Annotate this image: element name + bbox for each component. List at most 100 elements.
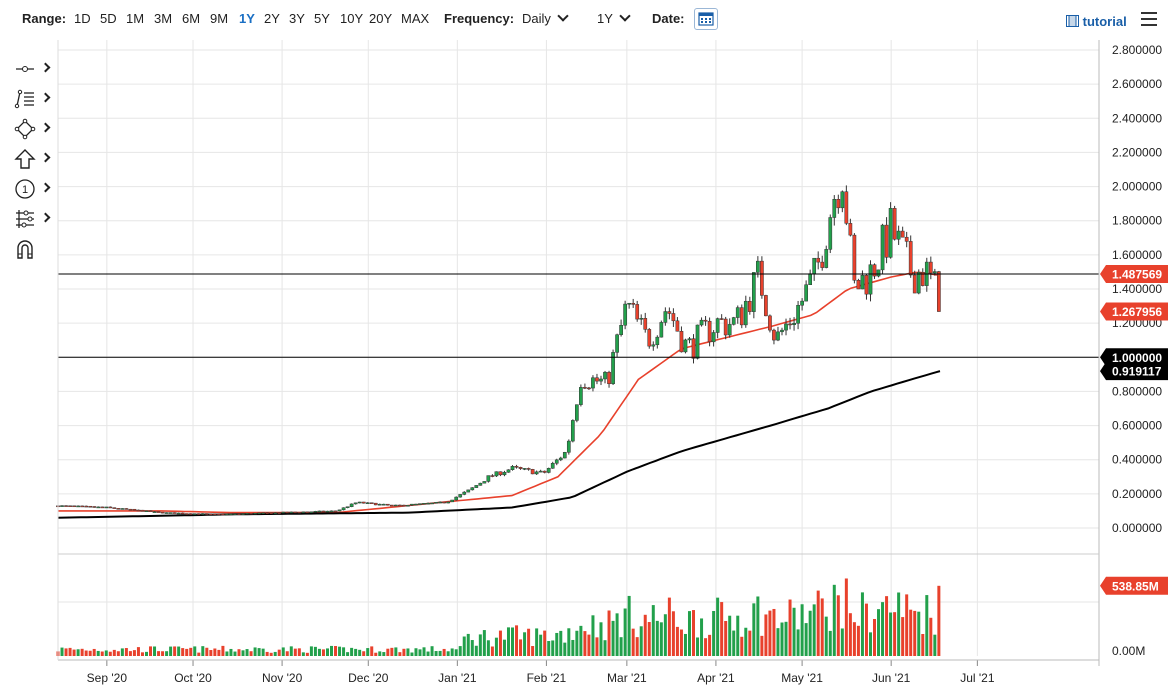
volume-bar-down [297, 648, 301, 656]
hline-value-label-box [1100, 265, 1168, 284]
candle-up [699, 319, 704, 326]
film-icon [1066, 15, 1079, 27]
candle-down [265, 512, 270, 514]
volume-bar-up [309, 646, 313, 656]
range-button-9m[interactable]: 9M [210, 11, 229, 26]
candle-down [285, 511, 290, 514]
candle-down [217, 513, 221, 516]
price-value-label: 0.919117 [1100, 362, 1168, 381]
volume-bar-down [265, 651, 269, 656]
candle-up [345, 506, 350, 508]
candle-down [747, 300, 752, 312]
candle-up [261, 512, 265, 514]
range-button-3m[interactable]: 3M [154, 11, 173, 26]
range-button-10y[interactable]: 10Y [340, 11, 364, 26]
candle-up [422, 503, 426, 505]
candle-down [269, 512, 274, 515]
volume-bar-down [64, 648, 68, 656]
range-button-6m[interactable]: 6M [182, 11, 201, 26]
volume-bar-down [724, 620, 728, 656]
volume-bar-down [764, 614, 768, 656]
volume-bar-down [631, 628, 635, 656]
hamburger-menu-icon[interactable] [1141, 12, 1157, 26]
candle-down [583, 387, 587, 389]
candle-down [912, 274, 917, 294]
candle-up [627, 302, 632, 305]
shape-tool-icon[interactable] [14, 118, 54, 140]
moving-average-200-line [57, 370, 941, 519]
volume-bar-up [563, 642, 567, 656]
period-select[interactable]: 1Y [597, 10, 631, 28]
range-button-20y[interactable]: 20Y [369, 11, 393, 26]
x-tick-label: Oct '20 [174, 671, 212, 685]
candle-up [60, 505, 64, 507]
candle-down [852, 234, 857, 281]
volume-bar-down [921, 633, 925, 656]
volume-bar-up [225, 651, 229, 656]
volume-bar-down [116, 651, 120, 656]
candle-up [566, 440, 571, 453]
candle-down [297, 511, 302, 514]
volume-bar-up [257, 648, 261, 656]
volume-bar-down [583, 631, 587, 656]
candle-down [498, 471, 503, 476]
volume-bar-up [659, 622, 663, 656]
candle-up [434, 502, 438, 504]
volume-bar-down [788, 599, 792, 656]
volume-bar-up [346, 652, 350, 656]
candle-down [172, 512, 177, 514]
candle-up [313, 511, 318, 513]
range-button-1m[interactable]: 1M [126, 11, 145, 26]
candle-down [385, 503, 390, 506]
candle-down [856, 279, 861, 290]
settings-tool-icon[interactable] [14, 208, 54, 230]
volume-bar-down [402, 648, 406, 656]
volume-bar-down [816, 590, 820, 656]
range-button-1y[interactable]: 1Y [239, 11, 255, 26]
candle-down [872, 264, 877, 277]
magnet-icon[interactable] [14, 238, 54, 260]
volume-bar-up [506, 627, 510, 656]
range-button-1d[interactable]: 1D [74, 11, 91, 26]
numbered-marker-tool-icon[interactable]: 1 [14, 178, 54, 200]
frequency-select[interactable]: Daily [522, 10, 569, 28]
candle-down [64, 505, 68, 507]
candle-up [478, 482, 483, 486]
range-button-2y[interactable]: 2Y [264, 11, 280, 26]
line-tool-icon[interactable] [14, 58, 54, 80]
candle-up [76, 505, 80, 508]
arrow-up-tool-icon[interactable] [14, 148, 54, 170]
range-button-5d[interactable]: 5D [100, 11, 117, 26]
candle-up [623, 303, 627, 326]
volume-bar-down [671, 611, 675, 656]
candle-up [329, 510, 334, 513]
volume-bar-up [104, 650, 108, 656]
candle-down [820, 261, 825, 268]
candle-up [96, 506, 101, 509]
volume-bar-down [181, 648, 185, 656]
candle-up [502, 472, 507, 476]
range-button-5y[interactable]: 5Y [314, 11, 330, 26]
y-tick-label: 0.600000 [1112, 419, 1162, 433]
calendar-icon[interactable] [694, 8, 718, 30]
candle-up [233, 513, 237, 515]
candle-down [398, 504, 402, 507]
volume-bar-down [909, 609, 913, 656]
candle-up [731, 317, 736, 325]
candle-down [68, 505, 72, 507]
candle-down [848, 223, 853, 236]
range-button-max[interactable]: MAX [401, 11, 430, 26]
tutorial-link[interactable]: tutorial [1066, 14, 1127, 29]
svg-text:1: 1 [22, 184, 28, 196]
volume-bar-up [317, 648, 321, 656]
candle-up [591, 377, 595, 389]
range-button-3y[interactable]: 3Y [289, 11, 305, 26]
volume-bar-down [498, 630, 502, 656]
volume-bar-down [704, 638, 708, 656]
volume-bar-up [76, 649, 80, 656]
price-value-label-box [1100, 362, 1168, 381]
candle-up [743, 300, 748, 326]
fibonacci-tool-icon[interactable] [14, 88, 54, 110]
candle-up [446, 501, 451, 504]
